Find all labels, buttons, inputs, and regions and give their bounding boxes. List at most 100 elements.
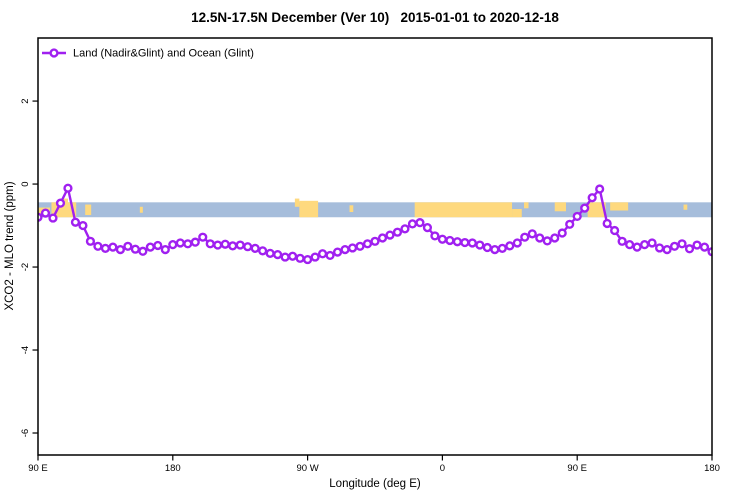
ocean-band: [38, 202, 712, 218]
data-point: [430, 231, 440, 241]
data-point: [138, 246, 148, 256]
data-point: [475, 240, 485, 250]
data-point: [557, 228, 567, 238]
data-point: [198, 232, 208, 242]
data-point: [160, 245, 170, 255]
data-point: [505, 241, 515, 251]
data-point: [677, 239, 687, 249]
data-point: [317, 249, 328, 259]
data-point: [617, 236, 627, 246]
data-point: [347, 243, 358, 253]
data-point: [669, 241, 680, 251]
data-point: [78, 220, 88, 231]
data-point: [123, 241, 133, 251]
data-point: [490, 245, 500, 255]
data-point: [213, 240, 223, 250]
data-point: [295, 253, 305, 263]
data-point: [385, 230, 395, 240]
data-point: [288, 251, 298, 261]
data-point: [437, 234, 448, 244]
land-segment: [349, 205, 354, 213]
data-point: [303, 254, 313, 265]
data-point: [93, 241, 103, 251]
data-point: [610, 225, 620, 236]
data-point: [699, 242, 710, 252]
data-point: [587, 193, 597, 203]
x-tick-label: 180: [704, 463, 720, 474]
data-point: [565, 219, 575, 229]
data-point: [280, 252, 290, 262]
data-point: [153, 240, 163, 251]
page-title: 12.5N-17.5N December (Ver 10) 2015-01-01…: [191, 10, 559, 25]
land-segment: [139, 206, 143, 213]
data-point: [377, 233, 388, 243]
data-point: [415, 218, 425, 228]
data-point: [183, 239, 193, 249]
legend-label: Land (Nadir&Glint) and Ocean (Glint): [73, 48, 254, 60]
y-axis-label: XCO2 - MLO trend (ppm): [4, 181, 16, 310]
data-point: [392, 227, 403, 237]
land-segment: [587, 202, 606, 218]
data-point: [422, 223, 433, 233]
data-point: [228, 241, 238, 251]
land-segment: [299, 200, 319, 218]
land-segment: [512, 209, 522, 218]
data-point: [310, 252, 320, 262]
y-tick-label: -6: [20, 429, 31, 437]
data-point: [639, 240, 650, 250]
data-point: [535, 233, 545, 243]
data-point: [527, 229, 537, 239]
legend-marker-icon: [49, 48, 59, 58]
data-point: [325, 250, 335, 261]
data-point: [632, 242, 642, 252]
data-point: [265, 248, 275, 258]
x-tick-label: 90 W: [297, 463, 319, 474]
land-segment: [85, 204, 92, 216]
data-point: [550, 233, 560, 243]
data-point: [482, 242, 492, 253]
data-point: [130, 244, 140, 254]
data-point: [692, 240, 702, 250]
data-point: [258, 246, 268, 256]
y-tick-label: -4: [20, 346, 31, 354]
x-axis-label: Longitude (deg E): [329, 478, 421, 490]
data-point: [400, 224, 410, 234]
data-point: [625, 240, 635, 250]
land-segment: [414, 202, 513, 218]
y-tick-label: -2: [20, 263, 31, 271]
data-point: [63, 183, 73, 193]
data-point: [647, 238, 657, 248]
data-point: [145, 242, 155, 252]
data-point: [362, 239, 373, 249]
data-point: [332, 247, 343, 257]
x-tick-label: 180: [165, 463, 181, 474]
data-point: [235, 240, 245, 250]
data-point: [467, 238, 477, 248]
data-point: [70, 217, 81, 227]
data-point: [572, 211, 582, 222]
x-tick-label: 90 E: [567, 463, 587, 474]
data-point: [175, 238, 185, 248]
legend: Land (Nadir&Glint) and Ocean (Glint): [42, 48, 254, 60]
data-point: [108, 242, 118, 252]
data-point: [273, 249, 283, 260]
plot-border: [37, 37, 713, 456]
land-segment: [610, 202, 629, 211]
data-point: [340, 245, 350, 255]
data-point: [205, 239, 215, 249]
data-point: [115, 245, 125, 255]
data-point: [370, 236, 380, 246]
land-segment: [294, 198, 300, 207]
data-point: [250, 243, 260, 253]
data-point: [460, 237, 470, 248]
data-series: [38, 183, 712, 265]
data-point: [48, 213, 58, 223]
data-point: [662, 245, 672, 255]
data-point: [595, 184, 605, 194]
data-point: [220, 239, 230, 249]
data-point: [355, 241, 365, 251]
data-point: [602, 218, 612, 229]
data-point: [85, 236, 96, 246]
data-point: [168, 240, 178, 250]
